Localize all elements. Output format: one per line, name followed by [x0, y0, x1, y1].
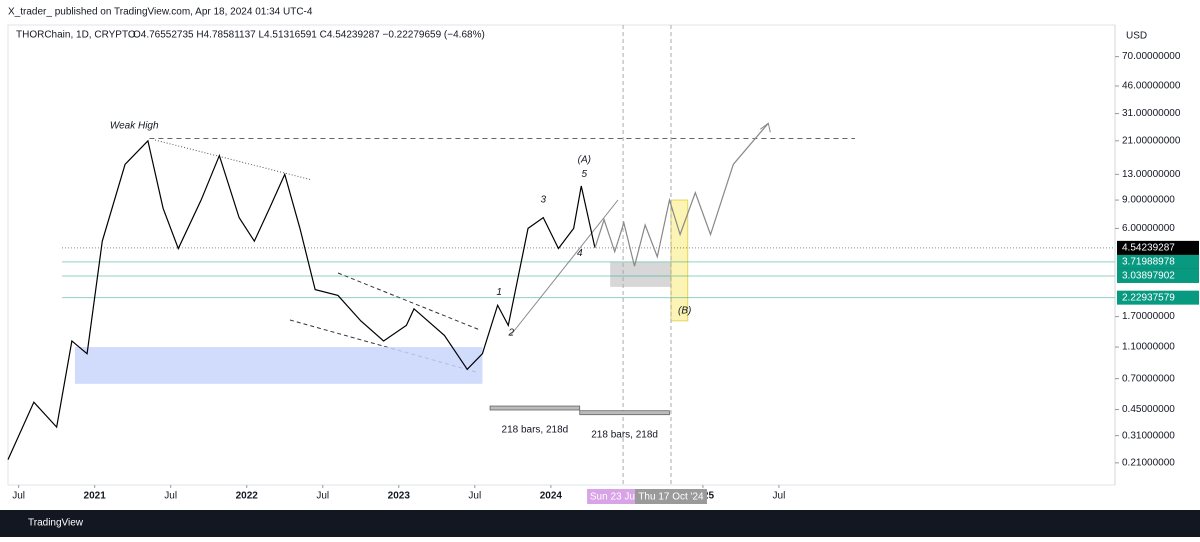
annotation: Weak High [110, 121, 159, 132]
annotation: 4 [577, 248, 583, 259]
measure-label: 218 bars, 218d [591, 429, 658, 440]
price-label-bg [1117, 290, 1199, 305]
x-tick-label: 2021 [84, 491, 107, 502]
x-tick-label: Jul [12, 491, 25, 502]
y-tick-label: 21.00000000 [1122, 135, 1181, 146]
x-tick-label: 2022 [236, 491, 259, 502]
footer-brand: TradingView [28, 518, 84, 529]
price-label: 3.71988978 [1122, 256, 1175, 267]
trend-line [509, 199, 619, 337]
measure-label: 218 bars, 218d [502, 425, 569, 436]
x-tick-label: Jul [164, 491, 177, 502]
y-tick-label: 9.00000000 [1122, 195, 1175, 206]
annotation: 5 [582, 169, 588, 180]
y-tick-label: 46.00000000 [1122, 81, 1181, 92]
y-tick-label: 6.00000000 [1122, 223, 1175, 234]
annotation: (B) [678, 305, 691, 316]
y-tick-label: 13.00000000 [1122, 169, 1181, 180]
y-tick-label: 70.00000000 [1122, 51, 1181, 62]
price-label: 3.03897902 [1122, 271, 1175, 282]
x-tick-label: Jul [316, 491, 329, 502]
measure-bar [579, 410, 670, 416]
price-series [7, 139, 596, 460]
time-marker-label: Thu 17 Oct '24 [638, 492, 704, 503]
time-marker-label: Sun 23 Jun '24 [590, 492, 657, 503]
y-tick-label: 0.31000000 [1122, 430, 1175, 441]
x-tick-label: 2023 [388, 491, 411, 502]
annotation: 1 [496, 287, 502, 298]
price-series [594, 122, 769, 267]
zone [670, 199, 689, 322]
price-label: 2.22937579 [1122, 292, 1175, 303]
measure-bar [489, 405, 581, 411]
y-tick-label: 0.21000000 [1122, 457, 1175, 468]
arrow-head [760, 122, 771, 133]
x-tick-label: 2024 [540, 491, 563, 502]
zone [610, 262, 671, 287]
price-label-bg [1117, 254, 1199, 269]
annotation: 2 [508, 327, 515, 338]
y-tick-label: 0.70000000 [1122, 373, 1175, 384]
zone [74, 347, 483, 384]
x-tick-label: Jul [468, 491, 481, 502]
currency: USD [1126, 31, 1147, 42]
publisher: X_trader_ published on TradingView.com, … [8, 7, 313, 18]
y-tick-label: 1.10000000 [1122, 342, 1175, 353]
time-marker-bg [634, 489, 707, 504]
annotation: (A) [578, 154, 591, 165]
x-tick-label: Jul [773, 491, 786, 502]
chart-title: THORChain, 1D, CRYPTO [16, 30, 136, 41]
price-label: 4.54239287 [1122, 243, 1175, 254]
y-tick-label: 0.45000000 [1122, 404, 1175, 415]
trend-line [154, 139, 313, 181]
y-tick-label: 31.00000000 [1122, 108, 1181, 119]
ohlc: O4.76552735 H4.78581137 L4.51316591 C4.5… [133, 30, 485, 41]
annotation: 3 [540, 195, 546, 206]
footer-bar [0, 510, 1200, 537]
channel-line [337, 272, 481, 331]
price-label-bg [1117, 268, 1199, 283]
y-tick-label: 1.70000000 [1122, 311, 1175, 322]
